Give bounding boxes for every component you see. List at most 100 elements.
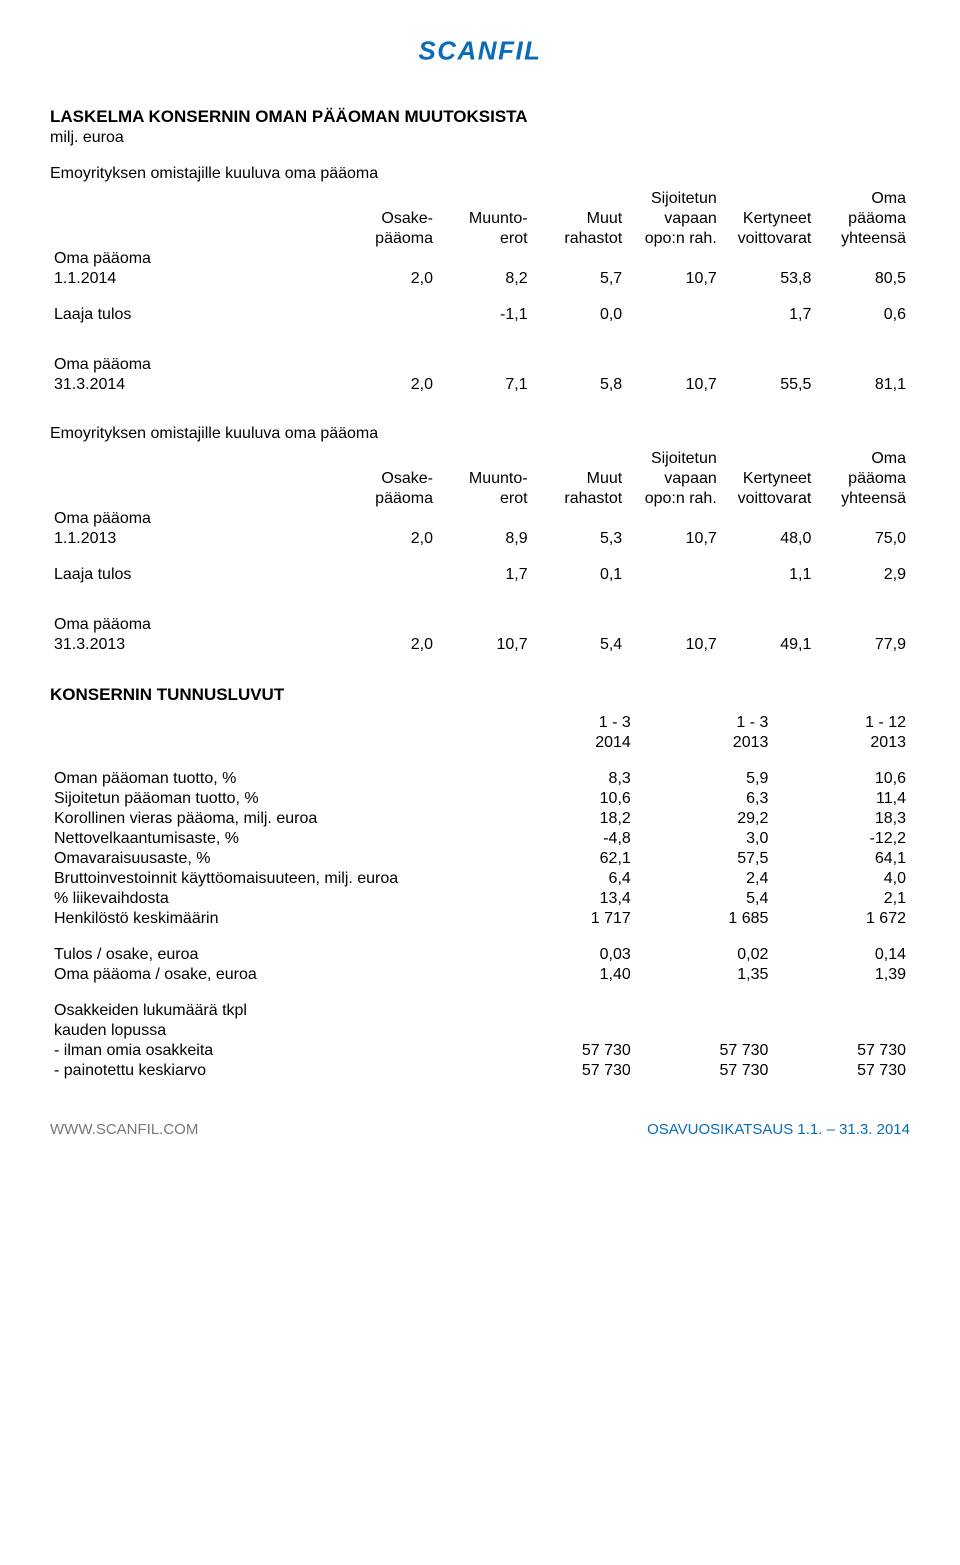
cell: 62,1 [497, 849, 635, 869]
key-figures-table: 1 - 3 1 - 3 1 - 12 2014 2013 2013 Oman p… [50, 713, 910, 1081]
svg-text:SCANFIL: SCANFIL [418, 36, 541, 66]
table-row: Laaja tulos 1,7 0,1 1,1 2,9 [50, 565, 910, 585]
cell: 18,3 [772, 809, 910, 829]
cell: 1,1 [721, 565, 816, 585]
cell: 1 685 [635, 909, 773, 929]
cell: 77,9 [815, 635, 910, 655]
cell: 2,0 [342, 635, 437, 655]
col-header: pääoma [815, 469, 910, 489]
table-row: Osakkeiden lukumäärä tkpl [50, 1001, 910, 1021]
row-label: 31.3.2014 [50, 375, 342, 395]
col-header: 1 - 3 [635, 713, 773, 733]
cell: 11,4 [772, 789, 910, 809]
row-label: Oman pääoman tuotto, % [50, 769, 497, 789]
table-row: 1.1.2013 2,0 8,9 5,3 10,7 48,0 75,0 [50, 529, 910, 549]
cell: -12,2 [772, 829, 910, 849]
table-row: Oma pääoma [50, 615, 910, 635]
cell: -4,8 [497, 829, 635, 849]
table-row: - ilman omia osakkeita57 73057 73057 730 [50, 1041, 910, 1061]
table-row [50, 753, 910, 769]
cell: 5,8 [532, 375, 627, 395]
table-row: % liikevaihdosta13,45,42,1 [50, 889, 910, 909]
col-header: rahastot [532, 489, 627, 509]
col-header: opo:n rah. [626, 229, 721, 249]
col-header: vapaan [626, 209, 721, 229]
table-header-row: Osake- Muunto- Muut vapaan Kertyneet pää… [50, 209, 910, 229]
col-header: Muut [532, 209, 627, 229]
col-header: Kertyneet [721, 469, 816, 489]
table-header-row: pääoma erot rahastot opo:n rah. voittova… [50, 229, 910, 249]
table-row [50, 929, 910, 945]
page-subtitle: milj. euroa [50, 129, 910, 147]
row-label: Bruttoinvestoinnit käyttöomaisuuteen, mi… [50, 869, 497, 889]
table-row: 1.1.2014 2,0 8,2 5,7 10,7 53,8 80,5 [50, 269, 910, 289]
cell: 57 730 [497, 1041, 635, 1061]
col-header: Oma [815, 189, 910, 209]
cell: 2,4 [635, 869, 773, 889]
col-header: erot [437, 489, 532, 509]
cell: 55,5 [721, 375, 816, 395]
cell: 57 730 [635, 1041, 773, 1061]
cell: 10,7 [437, 635, 532, 655]
row-label: Tulos / osake, euroa [50, 945, 497, 965]
col-header: vapaan [626, 469, 721, 489]
cell: 49,1 [721, 635, 816, 655]
table-row: kauden lopussa [50, 1021, 910, 1041]
table-row: Korollinen vieras pääoma, milj. euroa18,… [50, 809, 910, 829]
cell: 10,7 [626, 375, 721, 395]
cell [635, 1001, 773, 1021]
row-label: kauden lopussa [50, 1021, 497, 1041]
page-title: LASKELMA KONSERNIN OMAN PÄÄOMAN MUUTOKSI… [50, 107, 910, 127]
table-row: Sijoitetun pääoman tuotto, %10,66,311,4 [50, 789, 910, 809]
cell [497, 1021, 635, 1041]
cell [772, 1001, 910, 1021]
cell: 53,8 [721, 269, 816, 289]
cell: 57,5 [635, 849, 773, 869]
col-header: Kertyneet [721, 209, 816, 229]
table-row: Oma pääoma / osake, euroa1,401,351,39 [50, 965, 910, 985]
row-label: Oma pääoma [50, 615, 342, 635]
cell: 0,03 [497, 945, 635, 965]
row-label: Sijoitetun pääoman tuotto, % [50, 789, 497, 809]
cell: 57 730 [772, 1061, 910, 1081]
cell: 0,1 [532, 565, 627, 585]
cell: 80,5 [815, 269, 910, 289]
table-row: Laaja tulos -1,1 0,0 1,7 0,6 [50, 305, 910, 325]
scanfil-logo-icon: SCANFIL [350, 30, 610, 72]
row-label: 1.1.2013 [50, 529, 342, 549]
cell: 75,0 [815, 529, 910, 549]
cell: 2,9 [815, 565, 910, 585]
cell: 0,14 [772, 945, 910, 965]
col-header: pääoma [815, 209, 910, 229]
table-row: Nettovelkaantumisaste, %-4,83,0-12,2 [50, 829, 910, 849]
col-header: rahastot [532, 229, 627, 249]
group-header: Emoyrityksen omistajille kuuluva oma pää… [50, 425, 910, 443]
cell: 5,7 [532, 269, 627, 289]
cell: 18,2 [497, 809, 635, 829]
row-label: Oma pääoma [50, 509, 342, 529]
col-header: 1 - 3 [497, 713, 635, 733]
row-label: Osakkeiden lukumäärä tkpl [50, 1001, 497, 1021]
table-row: Oma pääoma [50, 249, 910, 269]
cell: 2,0 [342, 529, 437, 549]
table-row [50, 549, 910, 565]
row-label: Korollinen vieras pääoma, milj. euroa [50, 809, 497, 829]
equity-table-2013: Sijoitetun Oma Osake- Muunto- Muut vapaa… [50, 449, 910, 655]
col-header: Muunto- [437, 209, 532, 229]
cell: 4,0 [772, 869, 910, 889]
col-header: Muut [532, 469, 627, 489]
cell: 1,7 [437, 565, 532, 585]
cell: 5,9 [635, 769, 773, 789]
col-header: Oma [815, 449, 910, 469]
table-header-row: Sijoitetun Oma [50, 189, 910, 209]
cell: 10,6 [497, 789, 635, 809]
table-row [50, 289, 910, 305]
table-row: - painotettu keskiarvo57 73057 73057 730 [50, 1061, 910, 1081]
table-row: Oma pääoma [50, 509, 910, 529]
cell [497, 1001, 635, 1021]
table-header-row: Sijoitetun Oma [50, 449, 910, 469]
table-row: 31.3.2014 2,0 7,1 5,8 10,7 55,5 81,1 [50, 375, 910, 395]
cell: 1,35 [635, 965, 773, 985]
cell: 8,2 [437, 269, 532, 289]
group-header: Emoyrityksen omistajille kuuluva oma pää… [50, 165, 910, 183]
